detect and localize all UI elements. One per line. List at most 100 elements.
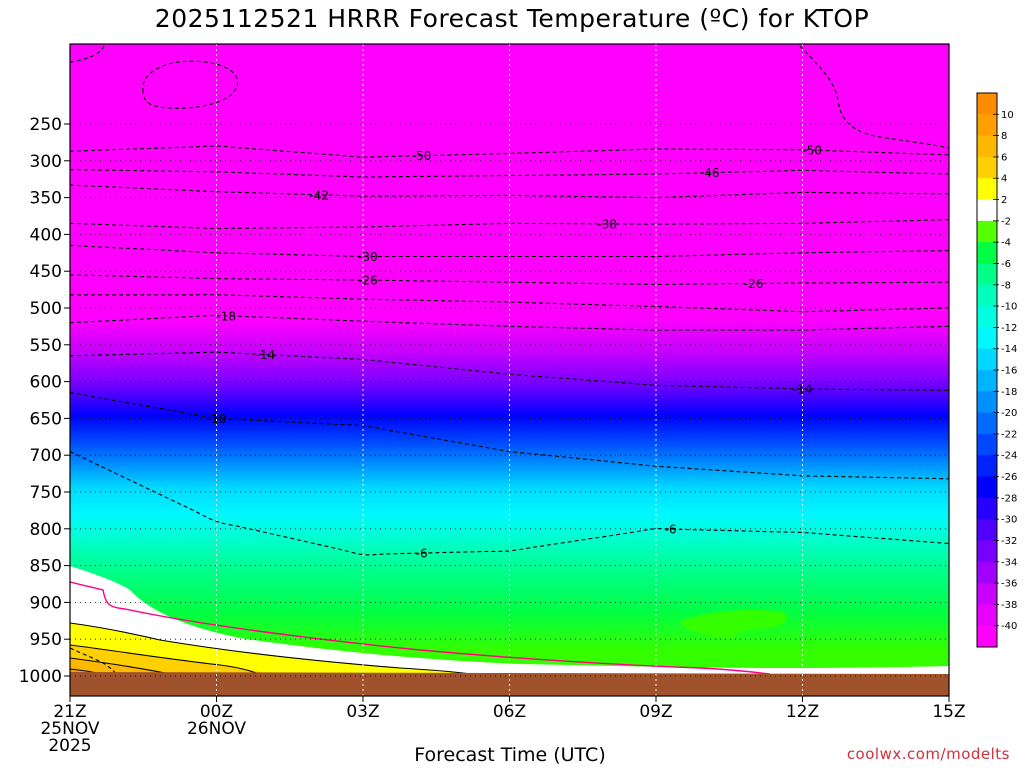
colorbar-tick-label: -2 <box>1001 216 1011 227</box>
warm-pocket-fill <box>680 610 787 640</box>
y-tick-label: 300 <box>30 152 62 172</box>
isotherm-label: -42 <box>309 188 329 202</box>
colorbar-tick-label: -30 <box>1001 515 1017 526</box>
colorbar-tick-label: -34 <box>1001 557 1017 568</box>
isotherm-line <box>70 451 949 556</box>
colorbar-tick-label: -12 <box>1001 323 1017 334</box>
isotherm-label: -6 <box>416 547 428 561</box>
isotherm-label: -26 <box>358 274 378 288</box>
colorbar-segment <box>977 519 997 541</box>
colorbar-segment <box>977 327 997 350</box>
isotherm-label: -10 <box>207 412 227 426</box>
colorbar-segment <box>977 391 997 414</box>
freezing-line <box>70 581 771 675</box>
x-tick-label: 26NOV <box>187 719 246 739</box>
credit-link[interactable]: coolwx.com/modelts <box>846 745 1010 763</box>
chart-title: 2025112521 HRRR Forecast Temperature (ºC… <box>154 4 870 33</box>
colorbar-tick-label: 8 <box>1001 131 1007 142</box>
x-tick-label: 00Z <box>200 702 233 722</box>
upper-closed-contour <box>142 60 238 109</box>
colorbar-tick-label: 6 <box>1001 152 1007 163</box>
colorbar-segment <box>977 561 997 584</box>
isotherm-label: -14 <box>256 348 276 362</box>
colorbar-segment <box>977 93 997 115</box>
colorbar-tick-label: -18 <box>1001 387 1017 398</box>
colorbar-segment <box>977 497 997 520</box>
colorbar-tick-label: -6 <box>1001 259 1011 270</box>
x-tick-label: 15Z <box>932 702 965 722</box>
colorbar-tick-label: -40 <box>1001 621 1017 632</box>
colorbar-tick-label: -24 <box>1001 451 1017 462</box>
x-tick-label: 21Z <box>53 702 86 722</box>
y-tick-label: 650 <box>30 409 62 429</box>
colorbar-tick-label: -28 <box>1001 493 1017 504</box>
y-tick-label: 950 <box>30 630 62 650</box>
y-tick-label: 500 <box>30 299 62 319</box>
colorbar-tick-label: -10 <box>1001 302 1017 313</box>
colorbar-tick-label: 4 <box>1001 174 1007 185</box>
upper-right-contour <box>799 45 949 149</box>
colorbar-segment <box>977 199 997 222</box>
y-tick-label: 350 <box>30 189 62 209</box>
x-tick-label: 12Z <box>786 702 819 722</box>
y-tick-label: 1000 <box>19 667 62 687</box>
y-tick-label: 250 <box>30 115 62 135</box>
colorbar-tick-label: -36 <box>1001 579 1017 590</box>
plot-area: -50 -50-46-42-38-30-26 -26-18-14-14-10-6-6 <box>70 44 949 696</box>
colorbar-tick-label: 10 <box>1001 110 1014 121</box>
warm-contour-2 <box>70 622 501 681</box>
isotherm-label: -30 <box>358 250 378 264</box>
colorbar-segment <box>977 306 997 328</box>
colorbar-segment <box>977 476 997 499</box>
colorbar-segment <box>977 242 997 264</box>
x-tick-label: 09Z <box>639 702 672 722</box>
x-tick-label: 06Z <box>493 702 526 722</box>
isotherm-label: -18 <box>216 309 236 323</box>
y-tick-label: 550 <box>30 336 62 356</box>
isotherm-label: -38 <box>597 217 617 231</box>
x-axis-label: Forecast Time (UTC) <box>414 744 606 766</box>
axes: 250 300 350 400 450 500 550 600 650 700 750 800 850 9… <box>19 43 966 756</box>
colorbar-tick-label: -16 <box>1001 366 1017 377</box>
y-tick-label: 900 <box>30 593 62 613</box>
isotherm-label: -46 <box>700 166 720 180</box>
plot-clip-group: -50 -50-46-42-38-30-26 -26-18-14-14-10-6-6 <box>70 44 949 696</box>
colorbar: 10 8 6 4 2 -2 -4 -6 -8 -10 -12 -14 -16 -18 -20 -22 -24 -2… <box>976 92 1017 648</box>
colorbar-tick-label: -8 <box>1001 280 1011 291</box>
x-tick-label: 25NOV <box>40 719 99 739</box>
y-tick-label: 800 <box>30 520 62 540</box>
colorbar-segment <box>977 604 997 627</box>
colorbar-tick-label: -32 <box>1001 536 1017 547</box>
colorbar-tick-label: -20 <box>1001 408 1017 419</box>
colorbar-segment <box>977 412 997 435</box>
y-tick-label: 850 <box>30 557 62 577</box>
x-tick-label: 03Z <box>346 702 379 722</box>
isotherm-label: -6 <box>665 523 677 537</box>
upper-left-contour <box>70 45 105 63</box>
colorbar-tick-label: -22 <box>1001 429 1017 440</box>
colorbar-segment <box>977 625 997 648</box>
isotherm-label: -26 <box>744 277 764 291</box>
colorbar-segment <box>977 114 997 137</box>
colorbar-segment <box>977 284 997 307</box>
y-tick-label: 700 <box>30 446 62 466</box>
isotherm-label: -50 <box>802 144 822 158</box>
colorbar-tick-label: -38 <box>1001 600 1017 611</box>
colorbar-tick-label: -26 <box>1001 472 1017 483</box>
colorbar-tick-label: -14 <box>1001 344 1017 355</box>
colorbar-segment <box>977 348 997 371</box>
y-tick-label: 600 <box>30 373 62 393</box>
colorbar-tick-label: -4 <box>1001 238 1011 249</box>
colorbar-tick-label: 2 <box>1001 195 1007 206</box>
x-tick-label: 2025 <box>48 736 91 756</box>
colorbar-segment <box>977 370 997 392</box>
colorbar-segment <box>977 263 997 286</box>
colorbar-segment <box>977 178 997 201</box>
y-tick-label: 400 <box>30 225 62 245</box>
colorbar-segment <box>977 156 997 179</box>
colorbar-segment <box>977 135 997 158</box>
y-tick-label: 450 <box>30 262 62 282</box>
y-tick-label: 750 <box>30 483 62 503</box>
isotherm-label: -50 <box>412 149 432 163</box>
